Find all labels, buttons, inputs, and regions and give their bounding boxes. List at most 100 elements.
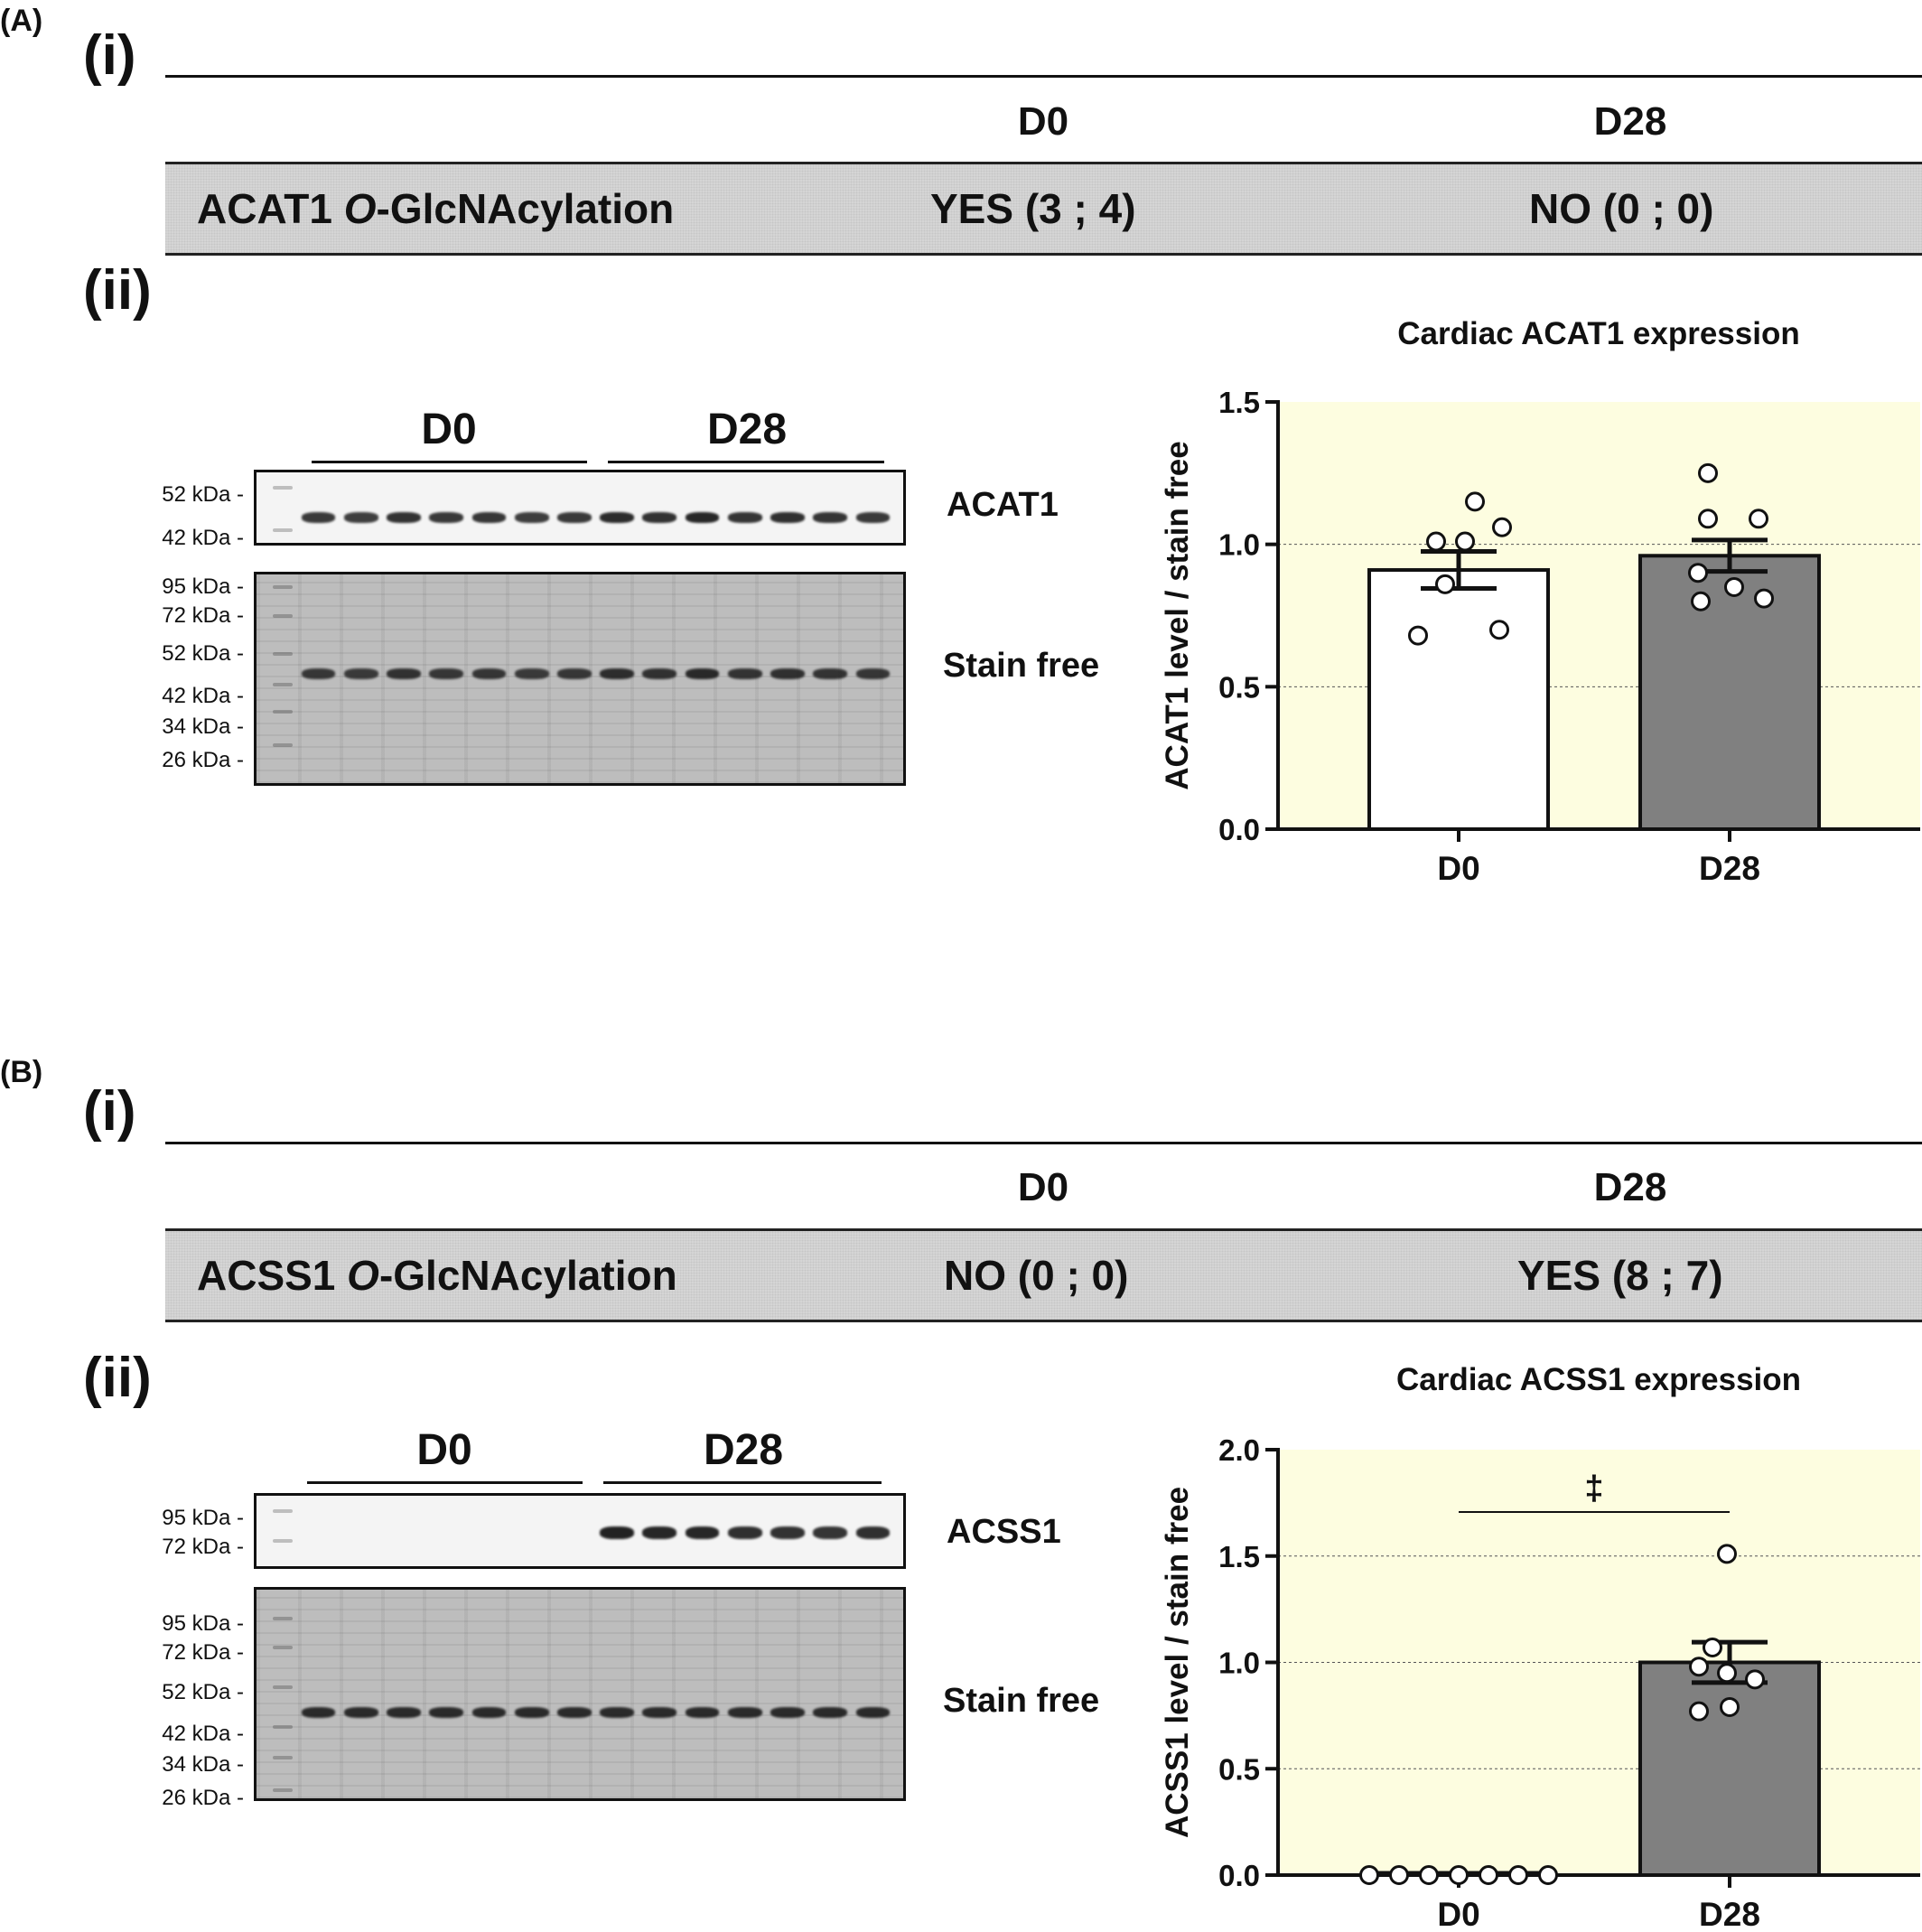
bar bbox=[1367, 568, 1550, 831]
y-tick-label: 0.0 bbox=[1218, 813, 1260, 846]
y-tick-label: 0.5 bbox=[1218, 670, 1260, 704]
panel-b-tag: (B) bbox=[0, 1055, 43, 1089]
blot-band bbox=[685, 1526, 720, 1539]
data-point bbox=[1479, 1865, 1498, 1885]
blot-a-group-d28-line bbox=[608, 461, 884, 463]
blot-a-group-d0: D0 bbox=[421, 406, 477, 453]
y-axis-label: ACAT1 level / stain free bbox=[1160, 441, 1195, 789]
data-point bbox=[1489, 620, 1509, 640]
blot-b-stain-label: Stain free bbox=[943, 1682, 1100, 1720]
blot-b-marker: 95 kDa - bbox=[162, 1506, 244, 1530]
ladder-band bbox=[273, 1685, 293, 1689]
blot-band bbox=[301, 1707, 336, 1718]
blot-a-marker: 42 kDa - bbox=[162, 526, 244, 550]
y-tick-label: 1.5 bbox=[1218, 1540, 1260, 1573]
blot-a-marker: 52 kDa - bbox=[162, 482, 244, 507]
blot-band bbox=[727, 1526, 762, 1539]
data-point bbox=[1492, 517, 1512, 537]
blot-band bbox=[301, 668, 336, 679]
ladder-band bbox=[273, 486, 293, 490]
blot-band bbox=[429, 1707, 464, 1718]
data-point bbox=[1720, 1696, 1740, 1717]
significance-marker: ‡ bbox=[1584, 1470, 1603, 1507]
blot-band bbox=[813, 1526, 848, 1539]
chart-a-acat1: 0.0 0.5 1.0 1.5 ACAT1 level / stain free D0 D2… bbox=[1160, 386, 1920, 887]
chart-b-acss1: 0.0 0.5 1.0 1.5 2.0 ACSS1 level / stain free D… bbox=[1160, 1433, 1920, 1932]
chart-b-title: Cardiac ACSS1 expression bbox=[1395, 1362, 1802, 1397]
ladder-band bbox=[273, 1725, 293, 1729]
x-tick-label: D28 bbox=[1699, 1896, 1760, 1932]
blot-band bbox=[557, 1707, 592, 1718]
ladder-band bbox=[273, 1788, 293, 1792]
data-point bbox=[1389, 1865, 1409, 1885]
blot-a-group-d0-line bbox=[312, 461, 587, 463]
panel-a-row-d28-value: NO (0 ; 0) bbox=[1529, 185, 1714, 232]
ladder-band bbox=[273, 614, 293, 618]
blot-band bbox=[514, 668, 549, 679]
blot-b-acss1-membrane bbox=[254, 1493, 906, 1569]
bar bbox=[1638, 1660, 1821, 1877]
blot-band bbox=[600, 512, 634, 523]
data-point bbox=[1745, 1669, 1765, 1690]
panel-b-glcnac-row: ACSS1 O-GlcNAcylation NO (0 ; 0) YES (8 … bbox=[165, 1228, 1922, 1322]
panel-b-row-d0-value: NO (0 ; 0) bbox=[944, 1252, 1129, 1299]
blot-band bbox=[685, 1707, 720, 1718]
blot-band bbox=[642, 668, 677, 679]
blot-band bbox=[727, 512, 762, 523]
data-point bbox=[1359, 1865, 1379, 1885]
blot-b-group-d28: D28 bbox=[703, 1426, 784, 1474]
ladder-band bbox=[273, 1756, 293, 1759]
data-point bbox=[1698, 509, 1718, 529]
y-tick-label: 0.0 bbox=[1218, 1859, 1260, 1892]
blot-b-group-d0: D0 bbox=[416, 1426, 472, 1474]
blot-band bbox=[770, 668, 805, 679]
blot-band bbox=[343, 1707, 378, 1718]
blot-band bbox=[600, 1526, 634, 1539]
blot-a-sf-marker: 95 kDa - bbox=[162, 574, 244, 599]
blot-band bbox=[855, 1707, 891, 1718]
blot-b-target-label: ACSS1 bbox=[947, 1513, 1061, 1551]
panel-b-top-rule bbox=[165, 1142, 1922, 1144]
data-point bbox=[1449, 1865, 1469, 1885]
data-point bbox=[1717, 1663, 1737, 1684]
blot-band bbox=[642, 1526, 677, 1539]
blot-band bbox=[387, 512, 421, 523]
blot-band bbox=[727, 1707, 762, 1718]
row-protein: ACAT1 bbox=[197, 185, 344, 232]
data-point bbox=[1717, 1544, 1737, 1564]
data-point bbox=[1703, 1638, 1722, 1658]
ladder-band bbox=[273, 1509, 293, 1513]
blot-b-sf-marker: 95 kDa - bbox=[162, 1611, 244, 1636]
blot-band bbox=[429, 512, 464, 523]
blot-b-sf-marker: 72 kDa - bbox=[162, 1640, 244, 1665]
ladder-band bbox=[273, 528, 293, 532]
blot-band bbox=[855, 1526, 891, 1539]
ladder-band bbox=[273, 1646, 293, 1649]
blot-a-sf-marker: 52 kDa - bbox=[162, 641, 244, 666]
blot-a-sf-marker: 26 kDa - bbox=[162, 748, 244, 772]
ladder-band bbox=[273, 683, 293, 686]
blot-band bbox=[600, 1707, 634, 1718]
panel-a-glcnac-row: ACAT1 O-GlcNAcylation YES (3 ; 4) NO (0 … bbox=[165, 162, 1922, 256]
blot-band bbox=[770, 1707, 805, 1718]
blot-b-sf-marker: 26 kDa - bbox=[162, 1786, 244, 1810]
panel-b-part-ii: (ii) bbox=[83, 1347, 152, 1409]
y-tick-label: 2.0 bbox=[1218, 1433, 1260, 1467]
blot-b-stain-free-membrane bbox=[254, 1587, 906, 1801]
panel-b-col-d0: D0 bbox=[1017, 1165, 1069, 1209]
panel-a-part-ii: (ii) bbox=[83, 259, 152, 322]
panel-b-part-i: (i) bbox=[83, 1080, 136, 1143]
blot-band bbox=[387, 1707, 421, 1718]
ladder-band bbox=[273, 710, 293, 714]
blot-band bbox=[387, 668, 421, 679]
data-point bbox=[1688, 563, 1708, 583]
blot-band bbox=[642, 512, 677, 523]
data-point bbox=[1754, 588, 1774, 609]
blot-a-group-d28: D28 bbox=[706, 406, 788, 453]
data-point bbox=[1419, 1865, 1439, 1885]
data-point bbox=[1465, 491, 1485, 512]
panel-a-top-rule bbox=[165, 75, 1922, 78]
data-point bbox=[1698, 462, 1718, 483]
row-mod-italic: O bbox=[343, 185, 377, 232]
blot-band bbox=[685, 512, 720, 523]
